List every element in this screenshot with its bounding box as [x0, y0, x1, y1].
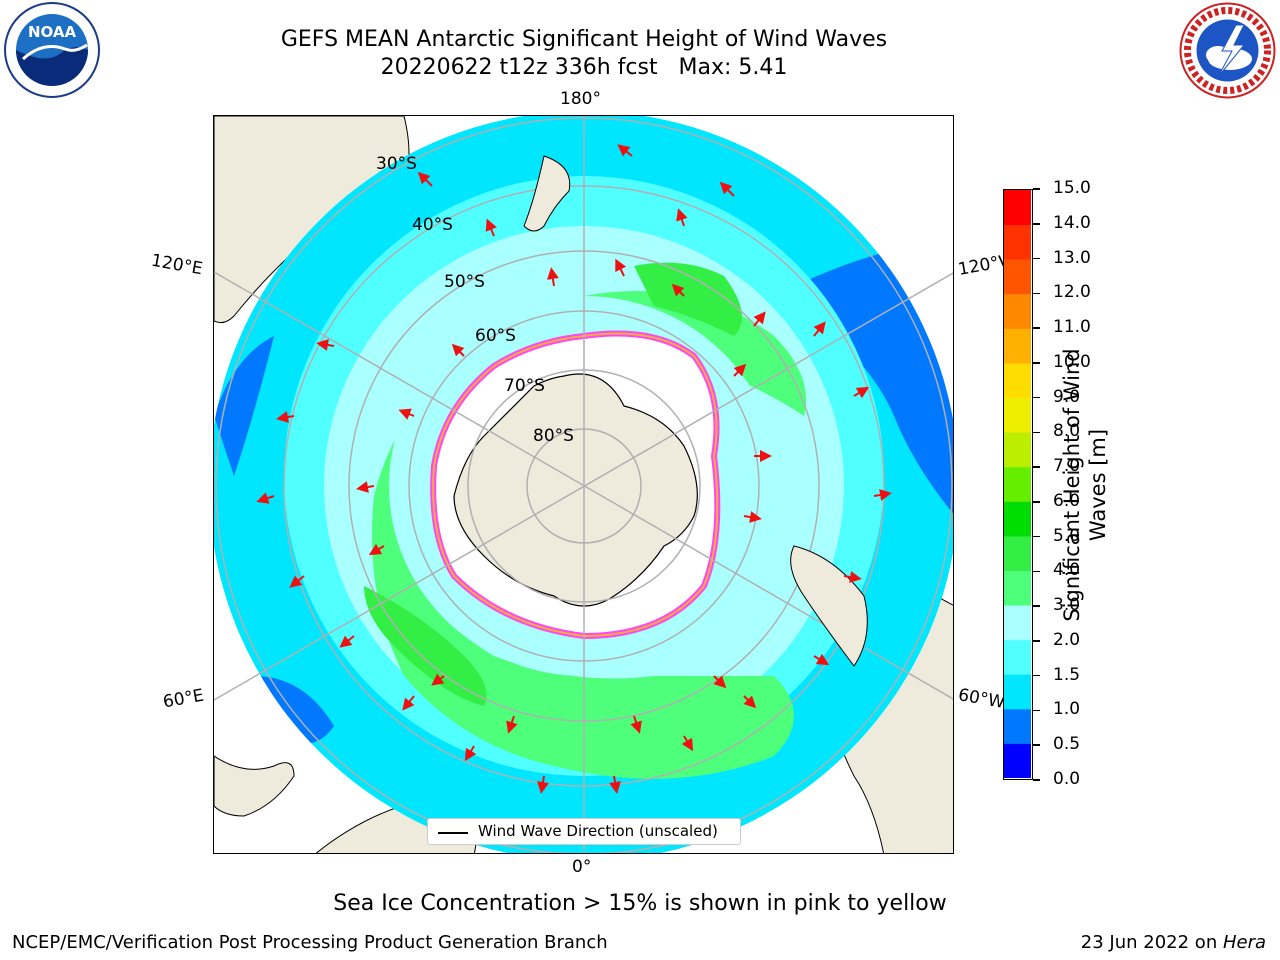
- legend-label: Wind Wave Direction (unscaled): [478, 822, 718, 840]
- colorbar-tick-label: 10.0: [1053, 351, 1091, 372]
- credit-date-text: 23 Jun 2022 on: [1080, 932, 1223, 953]
- colorbar-title: Significant Height of Wind Waves [m]: [1060, 348, 1110, 622]
- lat-label-80s: 80°S: [533, 426, 574, 446]
- colorbar-tick-mark: [1033, 674, 1040, 677]
- colorbar-band: [1004, 674, 1031, 710]
- colorbar-tick-label: 7.0: [1053, 456, 1081, 477]
- lon-label-120e: 120°E: [149, 250, 205, 280]
- colorbar-band: [1004, 190, 1031, 226]
- colorbar-tick-label: 11.0: [1053, 317, 1091, 338]
- sea-ice-note: Sea Ice Concentration > 15% is shown in …: [333, 891, 947, 916]
- colorbar-band: [1004, 362, 1031, 399]
- noaa-logo-text: NOAA: [28, 23, 77, 41]
- lat-label-70s: 70°S: [504, 376, 545, 396]
- chart-subtitle: 20220622 t12z 336h fcst Max: 5.41: [380, 55, 788, 80]
- colorbar-tick-mark: [1033, 362, 1040, 364]
- colorbar-tick-label: 13.0: [1053, 247, 1091, 268]
- lon-label-60e: 60°E: [161, 685, 206, 713]
- colorbar-band: [1004, 466, 1031, 502]
- colorbar-band: [1004, 259, 1031, 295]
- colorbar-tick-mark: [1033, 327, 1040, 329]
- lat-labels: 30°S 40°S 50°S 60°S 70°S 80°S: [376, 154, 574, 446]
- colorbar-tick-label: 9.0: [1053, 386, 1081, 407]
- colorbar-tick-label: 6.0: [1053, 490, 1081, 511]
- antarctica: [453, 373, 698, 607]
- colorbar-tick-label: 0.0: [1053, 769, 1081, 789]
- colorbar-tick-label: 3.0: [1053, 595, 1081, 616]
- colorbar-band: [1004, 743, 1031, 779]
- colorbar-tick-mark: [1033, 257, 1040, 260]
- colorbar-tick-label: 14.0: [1053, 212, 1091, 233]
- colorbar: [1003, 189, 1033, 780]
- lon-label-180: 180°: [560, 89, 601, 109]
- colorbar-tick-label: 12.0: [1053, 282, 1091, 303]
- lon-label-0: 0°: [572, 857, 592, 877]
- colorbar-band: [1004, 224, 1031, 260]
- colorbar-tick-mark: [1033, 223, 1040, 225]
- colorbar-tick-mark: [1033, 501, 1040, 503]
- colorbar-tick-label: 1.0: [1053, 699, 1081, 720]
- polar-map: 30°S 40°S 50°S 60°S 70°S 80°S: [213, 115, 954, 854]
- colorbar-band: [1004, 639, 1031, 675]
- colorbar-tick-mark: [1033, 570, 1040, 573]
- credit-machine: Hera: [1222, 932, 1266, 953]
- colorbar-band: [1004, 605, 1031, 641]
- credit-date: 23 Jun 2022 on Hera: [1081, 932, 1266, 953]
- noaa-logo: NOAA: [3, 1, 101, 99]
- colorbar-tick-label: 1.5: [1053, 664, 1081, 685]
- nws-logo: [1178, 1, 1277, 100]
- colorbar-tick-mark: [1033, 535, 1040, 538]
- colorbar-tick-label: 8.0: [1053, 421, 1081, 442]
- colorbar-band: [1004, 293, 1031, 329]
- colorbar-band: [1004, 328, 1031, 364]
- colorbar-tick-label: 0.5: [1053, 734, 1081, 755]
- lat-label-40s: 40°S: [412, 215, 453, 235]
- colorbar-tick-mark: [1033, 466, 1040, 468]
- colorbar-tick-label: 2.0: [1053, 629, 1081, 650]
- lon-label-60w: 60°W: [956, 685, 1007, 713]
- colorbar-tick-mark: [1033, 779, 1040, 781]
- lat-label-50s: 50°S: [444, 272, 485, 292]
- lat-label-60s: 60°S: [475, 326, 516, 346]
- land-in-disk: [523, 155, 868, 667]
- wind-wave-arrows: [256, 144, 892, 794]
- colorbar-tick-mark: [1033, 188, 1040, 190]
- colorbar-band: [1004, 397, 1031, 433]
- colorbar-tick-label: 5.0: [1053, 525, 1081, 546]
- colorbar-tick-mark: [1033, 744, 1040, 746]
- legend-line-sample: [438, 832, 468, 834]
- map-legend: Wind Wave Direction (unscaled): [427, 818, 741, 845]
- colorbar-band: [1004, 708, 1031, 744]
- credit-branch: NCEP/EMC/Verification Post Processing Pr…: [12, 932, 608, 953]
- colorbar-band: [1004, 535, 1031, 571]
- colorbar-tick-mark: [1033, 640, 1040, 642]
- colorbar-tick-label: 15.0: [1053, 178, 1091, 198]
- graticule: [214, 116, 953, 853]
- colorbar-tick-mark: [1033, 605, 1040, 607]
- chart-title: GEFS MEAN Antarctic Significant Height o…: [280, 27, 888, 52]
- colorbar-tick-mark: [1033, 431, 1040, 434]
- colorbar-tick-label: 4.0: [1053, 560, 1081, 581]
- colorbar-band: [1004, 501, 1031, 537]
- colorbar-tick-mark: [1033, 396, 1040, 399]
- colorbar-tick-mark: [1033, 292, 1040, 295]
- colorbar-band: [1004, 570, 1031, 606]
- lat-label-30s: 30°S: [376, 154, 417, 174]
- colorbar-band: [1004, 432, 1031, 468]
- colorbar-tick-mark: [1033, 709, 1040, 712]
